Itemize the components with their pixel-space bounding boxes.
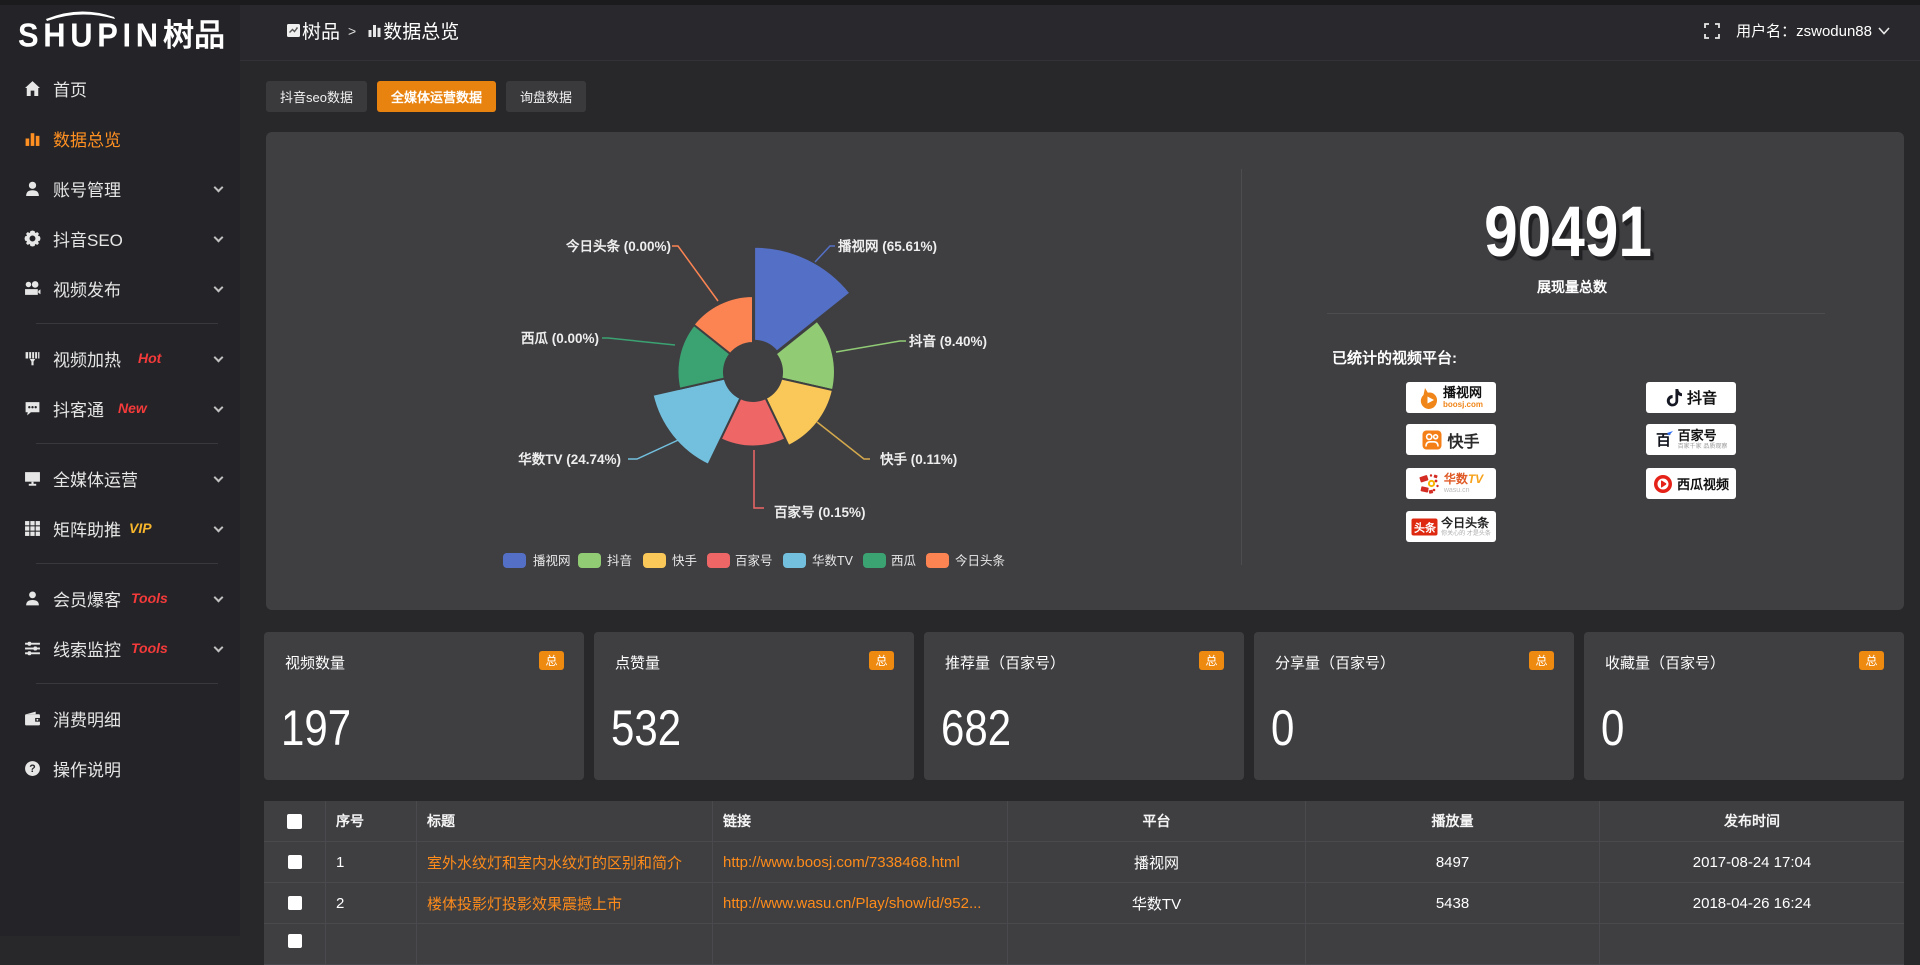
svg-text:快手 (0.11%): 快手 (0.11%) <box>880 451 957 467</box>
svg-text:抖音 (9.40%): 抖音 (9.40%) <box>909 333 987 349</box>
svg-text:快手: 快手 <box>672 554 697 568</box>
svg-text:西瓜 (0.00%): 西瓜 (0.00%) <box>521 331 599 346</box>
svg-text:百家号: 百家号 <box>735 553 773 568</box>
svg-text:SHUPIN: SHUPIN <box>18 16 157 52</box>
svg-text:树品: 树品 <box>163 18 225 52</box>
svg-text:头条: 头条 <box>1414 520 1437 534</box>
svg-text:抖音: 抖音 <box>607 553 632 568</box>
svg-text:播视网: 播视网 <box>533 553 571 568</box>
svg-text:百家号 (0.15%): 百家号 (0.15%) <box>774 504 866 520</box>
svg-text:华数TV: 华数TV <box>812 553 854 568</box>
svg-text:?: ? <box>29 763 35 775</box>
svg-text:西瓜: 西瓜 <box>891 554 917 568</box>
svg-text:今日头条: 今日头条 <box>955 553 1006 568</box>
svg-text:今日头条 (0.00%): 今日头条 (0.00%) <box>566 238 671 254</box>
svg-text:华数TV (24.74%): 华数TV (24.74%) <box>518 451 621 467</box>
svg-text:播视网 (65.61%): 播视网 (65.61%) <box>838 238 937 254</box>
svg-text:百: 百 <box>1656 432 1671 449</box>
